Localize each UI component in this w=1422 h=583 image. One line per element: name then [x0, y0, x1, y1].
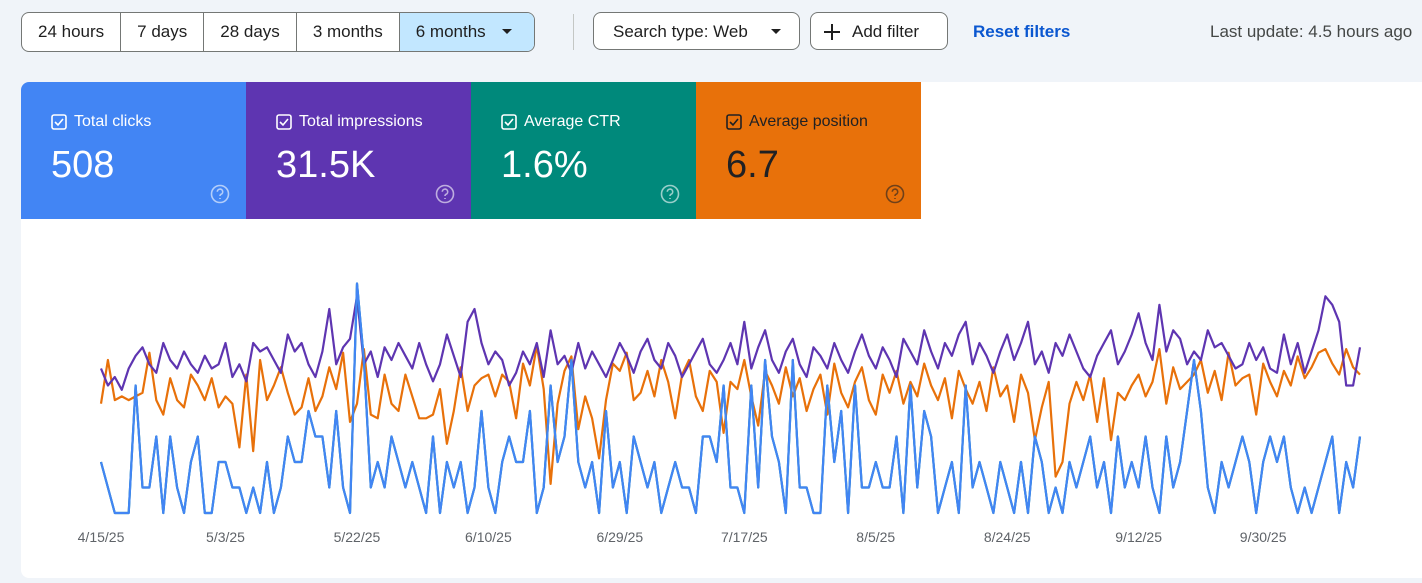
checkbox-box [276, 114, 292, 130]
metric-card[interactable]: Total impressions 31.5K [246, 82, 471, 219]
help-icon [210, 184, 230, 204]
search-type-label: Search type: Web [613, 22, 748, 41]
checkbox [51, 114, 67, 130]
x-tick-label: 8/24/25 [984, 529, 1031, 545]
checkbox-box [501, 114, 517, 130]
metric-card[interactable]: Average position 6.7 [696, 82, 921, 219]
x-tick-label: 5/22/25 [334, 529, 381, 545]
range-option[interactable]: 6 months [399, 13, 534, 51]
checkbox [276, 114, 292, 130]
checkmark [279, 118, 289, 127]
range-option[interactable]: 7 days [121, 13, 205, 51]
help-icon [435, 184, 455, 204]
x-tick-label: 9/30/25 [1240, 529, 1287, 545]
performance-panel: 4/15/25 5/3/25 5/22/25 6/10/25 6/29/25 7/17/2… [21, 82, 1422, 578]
metric-label: Average CTR [524, 113, 621, 130]
range-option[interactable]: 24 hours [22, 13, 122, 51]
search-type-button[interactable]: Search type: Web [593, 12, 800, 50]
help-mark [891, 188, 899, 199]
date-range: 24 hours 7 days 28 days 3 months 6 months [21, 12, 535, 52]
help-icon [660, 184, 680, 204]
help-circle [660, 184, 680, 204]
metric-card[interactable]: Total clicks 508 [21, 82, 246, 219]
checkmark [504, 118, 514, 127]
last-update: Last update: 4.5 hours ago [1210, 22, 1413, 41]
help-circle [435, 184, 455, 204]
x-tick-label: 4/15/25 [78, 529, 125, 545]
metric-label: Average position [749, 113, 868, 130]
x-tick-label: 8/5/25 [856, 529, 895, 545]
help-icon [885, 184, 905, 204]
metric-card[interactable]: Average CTR 1.6% [471, 82, 696, 219]
series-line [99, 282, 1362, 515]
x-tick-label: 7/17/25 [721, 529, 768, 545]
help-mark [216, 188, 224, 199]
metric-value: 1.6% [501, 144, 588, 186]
range-option[interactable]: 28 days [204, 13, 297, 51]
plus-icon [824, 24, 840, 40]
chart: 4/15/25 5/3/25 5/22/25 6/10/25 6/29/25 7/17/2… [78, 282, 1362, 545]
dropdown-arrow [771, 29, 781, 34]
reset-filters[interactable]: Reset filters [973, 22, 1071, 41]
checkbox-box [726, 114, 742, 130]
x-tick-label: 5/3/25 [206, 529, 245, 545]
series-line [99, 295, 1362, 391]
x-tick-label: 6/29/25 [596, 529, 643, 545]
metric-label: Total impressions [299, 113, 423, 130]
metric-value: 6.7 [726, 144, 779, 186]
help-circle [885, 184, 905, 204]
series-line [99, 344, 1361, 485]
add-filter-label: Add filter [852, 22, 920, 41]
metric-label: Total clicks [74, 113, 152, 130]
checkbox [726, 114, 742, 130]
checkbox-box [51, 114, 67, 130]
checkbox [501, 114, 517, 130]
separator [573, 14, 574, 50]
range-option[interactable]: 3 months [297, 13, 400, 51]
add-filter-button[interactable]: Add filter [810, 12, 948, 50]
checkmark [54, 118, 64, 127]
x-tick-label: 9/12/25 [1115, 529, 1162, 545]
help-mark [441, 188, 449, 199]
x-tick-label: 6/10/25 [465, 529, 512, 545]
metric-value: 31.5K [276, 144, 376, 186]
dropdown-arrow [501, 29, 512, 34]
help-circle [210, 184, 230, 204]
help-mark [666, 188, 674, 199]
metric-value: 508 [51, 144, 115, 186]
checkmark [729, 118, 739, 127]
arrow [501, 29, 512, 34]
